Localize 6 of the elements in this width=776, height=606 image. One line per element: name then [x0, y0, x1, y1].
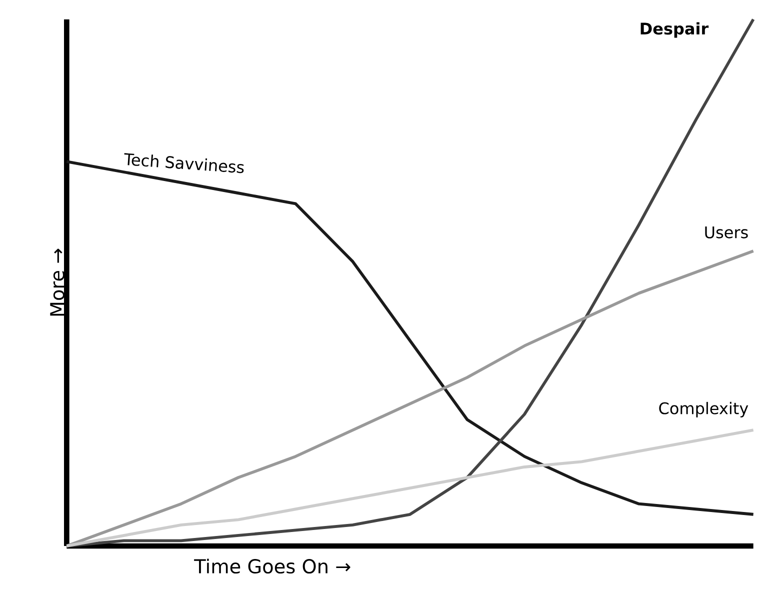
series-label: Tech Savviness	[124, 153, 244, 174]
y-axis-title: More →	[50, 248, 64, 316]
series-label: Despair	[640, 22, 709, 38]
x-axis-title: Time Goes On →	[194, 558, 350, 574]
series-label: Users	[705, 226, 748, 238]
series-label: Complexity	[659, 402, 748, 418]
